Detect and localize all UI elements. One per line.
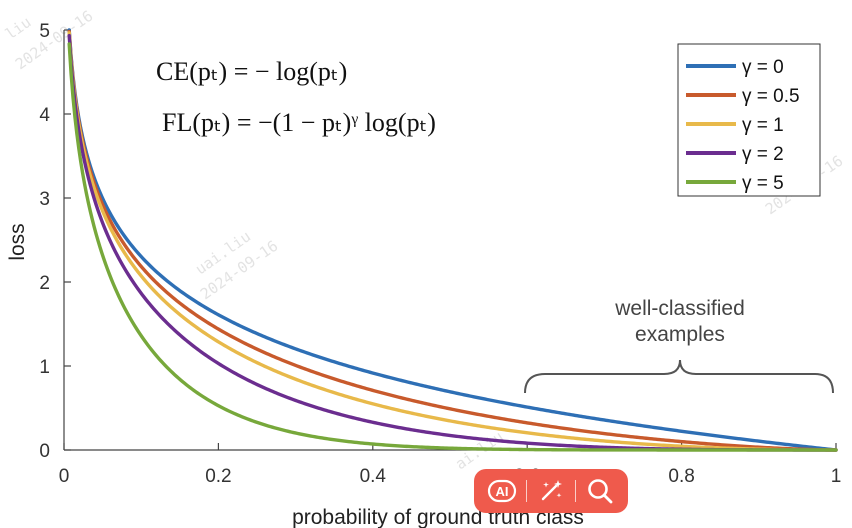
y-axis-label: loss xyxy=(6,223,29,260)
y-tick-label: 0 xyxy=(39,441,50,462)
x-tick-label: 0.8 xyxy=(668,466,694,487)
series-line-gamma-1 xyxy=(67,31,838,452)
x-tick-label: 0 xyxy=(59,466,70,487)
search-button[interactable] xyxy=(580,473,620,509)
annotation-line-1: well-classified xyxy=(614,297,745,320)
legend: γ = 0 γ = 0.5 γ = 1 γ = 2 γ = 5 xyxy=(677,43,821,197)
ai-icon-label: AI xyxy=(496,484,509,499)
y-tick-label: 2 xyxy=(39,273,50,294)
x-tick-label: 1 xyxy=(831,466,842,487)
series-line-gamma-5 xyxy=(67,42,838,452)
series-lines xyxy=(67,28,838,452)
y-tick-label: 3 xyxy=(39,189,50,210)
series-line-gamma-0-5 xyxy=(67,29,838,452)
legend-label: γ = 1 xyxy=(742,115,784,136)
fl-formula: FL(pₜ) = −(1 − pₜ)ᵞ log(pₜ) xyxy=(162,108,436,137)
annotation: well-classified examples xyxy=(524,297,834,394)
ce-formula: CE(pₜ) = − log(pₜ) xyxy=(156,57,347,86)
y-tick-label: 1 xyxy=(39,357,50,378)
annotation-brace xyxy=(524,359,834,394)
legend-label: γ = 5 xyxy=(742,173,784,194)
y-tick-label: 4 xyxy=(39,105,50,126)
magic-wand-icon xyxy=(541,480,562,501)
annotation-line-2: examples xyxy=(635,323,725,346)
ai-icon: AI xyxy=(487,479,517,503)
x-tick-label: 0.4 xyxy=(360,466,387,487)
toolbar-divider-2 xyxy=(575,480,576,502)
legend-label: γ = 2 xyxy=(742,144,784,165)
search-icon xyxy=(588,479,613,504)
floating-toolbar: AI xyxy=(474,469,628,513)
y-tick-label: 5 xyxy=(39,21,50,42)
toolbar-divider-1 xyxy=(526,480,527,502)
legend-label: γ = 0.5 xyxy=(742,86,800,107)
legend-label: γ = 0 xyxy=(742,57,784,78)
ai-button[interactable]: AI xyxy=(482,473,522,509)
magic-button[interactable] xyxy=(531,473,571,509)
watermark-text: liu xyxy=(2,13,35,43)
legend-box xyxy=(677,43,821,197)
series-line-gamma-0 xyxy=(67,28,838,452)
x-tick-label: 0.2 xyxy=(205,466,231,487)
